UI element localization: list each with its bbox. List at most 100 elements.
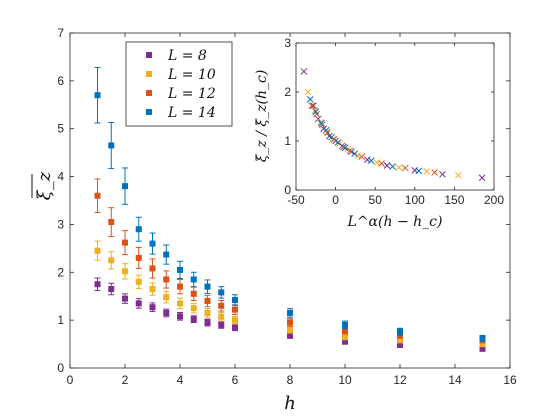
inset-x-tick-label: 0 xyxy=(332,193,339,207)
main-y-tick-label: 6 xyxy=(57,74,64,88)
main-x-tick-label: 16 xyxy=(503,373,517,387)
legend-marker xyxy=(146,52,152,58)
inset-data-point xyxy=(328,133,335,141)
inset-y-tick-label: 0 xyxy=(284,183,291,197)
main-x-tick-label: 4 xyxy=(177,373,184,387)
main-y-tick-label: 3 xyxy=(57,217,64,231)
data-point xyxy=(287,332,293,339)
inset-data-point xyxy=(415,167,423,175)
inset-data-point xyxy=(341,144,349,152)
data-point xyxy=(397,328,403,335)
data-point xyxy=(163,309,170,316)
main-x-tick-label: 10 xyxy=(338,373,352,387)
data-point xyxy=(135,226,142,233)
legend: L = 8 L = 10 L = 12 L = 14 xyxy=(125,41,233,127)
data-point xyxy=(135,300,142,307)
main-series xyxy=(94,66,486,352)
data-point xyxy=(218,302,225,309)
inset-x-tick-label: 100 xyxy=(405,193,425,207)
inset-data-point xyxy=(317,120,325,127)
data-point xyxy=(479,335,486,342)
data-point xyxy=(135,278,142,285)
data-point xyxy=(479,341,486,348)
inset-data-point xyxy=(423,168,431,175)
data-point xyxy=(122,295,128,302)
main-x-tick-label: 2 xyxy=(122,373,129,387)
data-point xyxy=(177,266,183,273)
legend-entry-label: L = 8 xyxy=(167,48,207,64)
data-point xyxy=(204,309,211,316)
legend-entry-label: L = 10 xyxy=(167,67,216,83)
data-point xyxy=(287,326,293,333)
inset-data-point xyxy=(334,139,342,146)
main-series-4 xyxy=(94,66,486,342)
data-point xyxy=(204,283,211,290)
data-point xyxy=(342,321,348,328)
data-point xyxy=(287,309,293,316)
main-y-tick-label: 5 xyxy=(57,122,64,136)
data-point xyxy=(397,342,403,349)
inset-y-axis-label: ξ̄_z / ξ̄_z(h_c) xyxy=(254,70,270,163)
inset-plot-area xyxy=(295,42,495,191)
inset-x-tick-label: 200 xyxy=(484,193,504,207)
data-point xyxy=(479,345,486,352)
inset-data-point xyxy=(395,164,403,171)
main-y-ticks: 0 1 2 3 4 5 6 7 xyxy=(57,26,510,375)
data-point xyxy=(342,333,348,340)
data-point xyxy=(177,300,183,307)
inset-data-point xyxy=(389,163,396,170)
legend-marker xyxy=(146,71,152,77)
data-point xyxy=(163,276,170,283)
inset-y-ticks: 0 1 2 3 xyxy=(284,36,494,197)
legend-marker xyxy=(146,109,152,115)
data-point xyxy=(149,240,156,247)
inset-data-point xyxy=(310,102,317,110)
main-y-tick-label: 7 xyxy=(57,26,64,40)
inset-data-point xyxy=(455,171,462,179)
main-x-ticks: 0 2 4 6 8 10 12 14 16 xyxy=(67,33,517,387)
inset-x-tick-label: -50 xyxy=(287,193,305,207)
main-y-axis-label: ξ_z xyxy=(31,171,55,200)
data-point xyxy=(122,268,128,275)
inset-y-tick-label: 3 xyxy=(284,36,291,50)
inset-data-point xyxy=(313,110,320,118)
data-point xyxy=(94,281,101,288)
data-point xyxy=(108,286,115,293)
inset-data-point xyxy=(300,68,308,75)
inset-series-4 xyxy=(306,95,423,175)
inset-x-tick-label: 150 xyxy=(444,193,464,207)
inset-x-ticks: -50 0 50 100 150 200 xyxy=(287,43,504,207)
legend-marker xyxy=(146,90,152,96)
data-point xyxy=(218,313,225,320)
data-point xyxy=(342,327,348,334)
inset-data-point xyxy=(439,170,446,178)
main-y-tick-label: 2 xyxy=(57,265,64,279)
legend-box xyxy=(125,41,233,127)
inset-data-point xyxy=(308,102,316,110)
legend-entry-label: L = 14 xyxy=(167,105,216,121)
main-y-tick-label: 4 xyxy=(57,170,64,184)
data-point xyxy=(190,305,197,312)
inset-x-axis-label: L^α(h − h_c) xyxy=(347,214,443,230)
data-point xyxy=(122,239,128,246)
data-point xyxy=(190,316,197,323)
inset-series xyxy=(300,68,486,182)
inset-y-tick-label: 2 xyxy=(284,85,291,99)
main-x-tick-label: 8 xyxy=(287,373,294,387)
main-x-tick-label: 12 xyxy=(393,373,407,387)
data-point xyxy=(218,289,225,296)
data-point xyxy=(149,286,156,293)
inset-data-point xyxy=(401,164,409,172)
data-point xyxy=(287,319,293,326)
data-point xyxy=(108,142,115,149)
data-point xyxy=(94,192,101,199)
data-point xyxy=(342,338,348,345)
inset-data-point xyxy=(304,88,312,96)
main-x-axis-label: h xyxy=(284,393,296,414)
data-point xyxy=(149,265,156,272)
inset-data-point xyxy=(306,95,314,103)
main-x-tick-label: 14 xyxy=(448,373,462,387)
inset-data-point xyxy=(312,108,320,115)
